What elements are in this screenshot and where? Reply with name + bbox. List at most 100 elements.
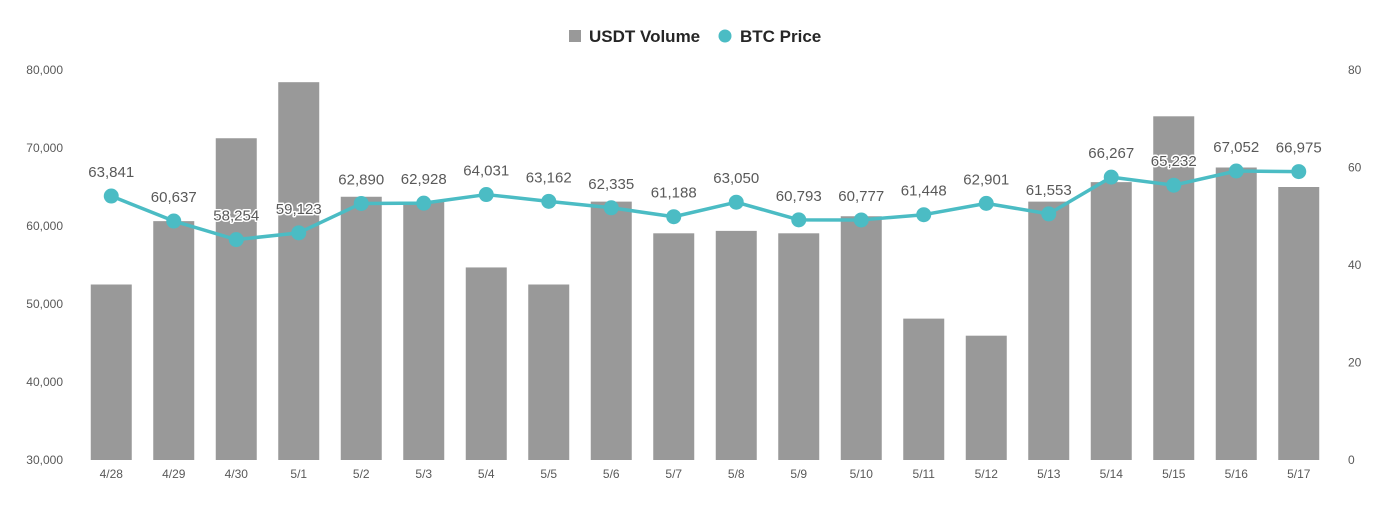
x-axis-tick-label: 5/17 <box>1287 467 1311 481</box>
usdt-volume-bar <box>153 221 195 460</box>
right-axis: 0 20 40 60 80 <box>1348 63 1362 467</box>
btc-price-point <box>603 200 619 216</box>
btc-price-data-label: 60,777 <box>838 188 884 205</box>
usdt-volume-bar <box>903 318 945 460</box>
usdt-volume-bar <box>653 233 695 460</box>
x-axis-tick-label: 5/4 <box>478 467 495 481</box>
btc-price-point <box>1103 169 1119 185</box>
usdt-volume-bar <box>528 284 570 460</box>
btc-price-data-label: 58,254 <box>213 208 259 225</box>
x-axis: 4/28 4/29 4/30 5/1 5/2 5/3 5/4 5/5 5/6 5/7 5/8 5/9 5… <box>100 467 1311 481</box>
usdt-volume-bar <box>403 201 445 460</box>
x-axis-tick-label: 5/15 <box>1162 467 1186 481</box>
btc-price-point <box>103 188 119 204</box>
btc-price-data-label: 62,928 <box>401 171 447 188</box>
legend-label-usdt-volume: USDT Volume <box>589 27 700 46</box>
x-axis-tick-label: 5/14 <box>1100 467 1124 481</box>
btc-price-point <box>978 195 994 211</box>
usdt-volume-bar <box>215 138 257 460</box>
btc-price-data-label: 67,052 <box>1213 139 1259 156</box>
btc-price-point <box>666 209 682 225</box>
legend-label-btc-price: BTC Price <box>740 27 821 46</box>
btc-price-point <box>228 232 244 248</box>
btc-price-point <box>791 212 807 228</box>
btc-price-data-label: 62,335 <box>588 176 634 193</box>
btc-price-data-label: 66,267 <box>1088 145 1134 162</box>
left-axis-tick-label: 60,000 <box>26 219 63 233</box>
btc-price-point <box>166 213 182 229</box>
btc-price-point <box>1228 163 1244 179</box>
x-axis-tick-label: 5/1 <box>290 467 307 481</box>
usdt-volume-bar <box>1278 187 1320 460</box>
x-axis-tick-label: 5/16 <box>1225 467 1249 481</box>
btc-price-data-label: 61,188 <box>651 185 697 202</box>
btc-price-point <box>1291 164 1307 180</box>
usdt-volume-bar <box>90 284 132 460</box>
usdt-volume-bar <box>340 196 382 460</box>
usdt-volume-bar <box>778 233 820 460</box>
btc-price-point <box>291 225 307 241</box>
right-axis-tick-label: 80 <box>1348 63 1362 77</box>
x-axis-tick-label: 4/28 <box>100 467 124 481</box>
usdt-volume-bar <box>965 335 1007 460</box>
x-axis-tick-label: 4/30 <box>225 467 249 481</box>
x-axis-tick-label: 5/9 <box>790 467 807 481</box>
left-axis: 30,000 40,000 50,000 60,000 70,000 80,000 <box>26 63 63 467</box>
btc-price-data-label: 60,637 <box>151 189 197 206</box>
btc-price-data-label: 62,890 <box>338 171 384 188</box>
left-axis-tick-label: 40,000 <box>26 375 63 389</box>
right-axis-tick-label: 40 <box>1348 258 1362 272</box>
btc-price-point <box>353 195 369 211</box>
btc-price-point <box>416 195 432 211</box>
usdt-volume-bar <box>1215 167 1257 460</box>
x-axis-tick-label: 5/12 <box>975 467 999 481</box>
left-axis-tick-label: 50,000 <box>26 297 63 311</box>
right-axis-tick-label: 60 <box>1348 161 1362 175</box>
legend-swatch-usdt-volume <box>569 30 581 42</box>
x-axis-tick-label: 5/2 <box>353 467 370 481</box>
legend: USDT Volume BTC Price <box>569 27 821 46</box>
usdt-volume-bar <box>715 230 757 460</box>
line-series <box>103 163 1307 248</box>
btc-price-data-label: 60,793 <box>776 188 822 205</box>
left-axis-tick-label: 80,000 <box>26 63 63 77</box>
btc-price-data-label: 65,232 <box>1151 153 1197 170</box>
btc-price-point <box>728 194 744 210</box>
x-axis-tick-label: 5/8 <box>728 467 745 481</box>
btc-price-line <box>110 169 1299 242</box>
usdt-volume-bar <box>1028 201 1070 460</box>
x-axis-tick-label: 5/5 <box>540 467 557 481</box>
bar-series <box>90 82 1320 460</box>
usdt-volume-bar <box>1090 182 1132 460</box>
btc-price-point <box>541 193 557 209</box>
btc-price-point <box>853 212 869 228</box>
left-axis-tick-label: 30,000 <box>26 453 63 467</box>
x-axis-tick-label: 4/29 <box>162 467 186 481</box>
btc-price-data-label: 62,901 <box>963 171 1009 188</box>
data-labels: 63,841 60,637 58,254 59,123 62,890 62,928 64,0… <box>87 137 1323 226</box>
x-axis-tick-label: 5/3 <box>415 467 432 481</box>
legend-swatch-btc-price <box>718 29 732 43</box>
x-axis-tick-label: 5/11 <box>913 467 936 481</box>
usdt-volume-bar <box>590 201 632 460</box>
x-axis-tick-label: 5/6 <box>603 467 620 481</box>
btc-price-data-label: 61,553 <box>1026 182 1072 199</box>
usdt-volume-bar <box>1153 116 1195 460</box>
x-axis-tick-label: 5/10 <box>850 467 874 481</box>
btc-price-data-label: 63,050 <box>713 170 759 187</box>
btc-price-data-label: 64,031 <box>463 163 509 180</box>
usdt-volume-bar <box>278 82 320 460</box>
btc-price-data-label: 61,448 <box>901 183 947 200</box>
btc-price-point <box>916 207 932 223</box>
btc-price-data-label: 66,975 <box>1276 140 1322 157</box>
x-axis-tick-label: 5/13 <box>1037 467 1061 481</box>
btc-price-data-label: 63,841 <box>88 164 134 181</box>
right-axis-tick-label: 0 <box>1348 453 1355 467</box>
right-axis-tick-label: 20 <box>1348 356 1362 370</box>
btc-price-point <box>1041 206 1057 222</box>
x-axis-tick-label: 5/7 <box>665 467 682 481</box>
btc-price-point <box>478 187 494 203</box>
btc-price-data-label: 63,162 <box>526 169 572 186</box>
